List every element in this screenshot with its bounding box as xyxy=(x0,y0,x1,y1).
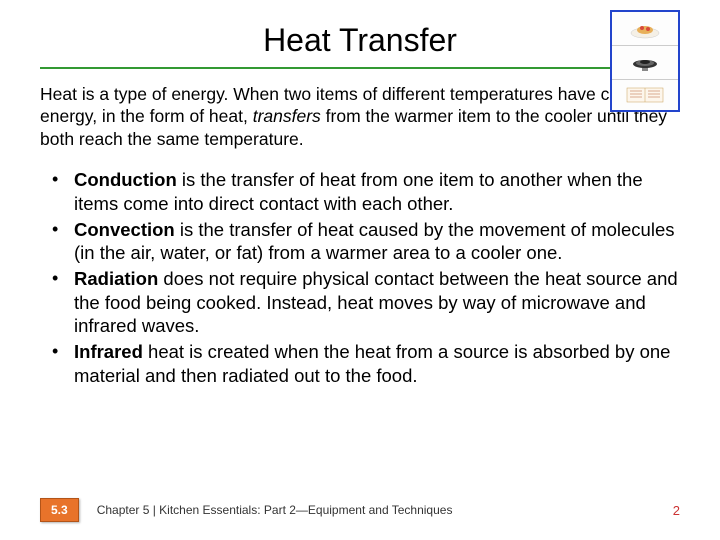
term: Convection xyxy=(74,219,175,240)
list-item: Radiation does not require physical cont… xyxy=(48,267,680,338)
slide-title: Heat Transfer xyxy=(40,22,680,67)
intro-italic: transfers xyxy=(253,106,321,126)
food-plate-icon xyxy=(612,12,678,46)
cookbook-icon xyxy=(612,80,678,110)
list-item: Infrared heat is created when the heat f… xyxy=(48,340,680,387)
definition: does not require physical contact betwee… xyxy=(74,268,678,336)
term: Radiation xyxy=(74,268,158,289)
term: Infrared xyxy=(74,341,143,362)
chapter-label: Chapter 5 | Kitchen Essentials: Part 2—E… xyxy=(97,503,453,517)
bullet-list: Conduction is the transfer of heat from … xyxy=(40,168,680,387)
term: Conduction xyxy=(74,169,177,190)
title-divider xyxy=(40,67,680,69)
slide-footer: 5.3 Chapter 5 | Kitchen Essentials: Part… xyxy=(40,498,680,522)
list-item: Convection is the transfer of heat cause… xyxy=(48,218,680,265)
section-badge: 5.3 xyxy=(40,498,79,522)
corner-image-stack xyxy=(610,10,680,112)
page-number: 2 xyxy=(673,503,680,518)
burner-icon xyxy=(612,46,678,80)
list-item: Conduction is the transfer of heat from … xyxy=(48,168,680,215)
title-row: Heat Transfer xyxy=(40,10,680,69)
slide-container: Heat Transfer xyxy=(0,0,720,540)
definition: heat is created when the heat from a sou… xyxy=(74,341,670,386)
intro-paragraph: Heat is a type of energy. When two items… xyxy=(40,83,680,150)
